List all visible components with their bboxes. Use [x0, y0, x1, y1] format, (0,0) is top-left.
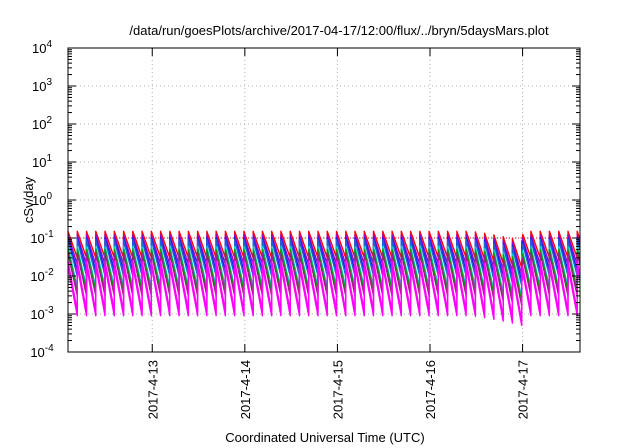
y-tick-label: 102: [32, 115, 52, 132]
x-tick-label: 2017-4-17: [516, 360, 531, 419]
series-line: [68, 265, 580, 327]
series-group: [68, 230, 580, 327]
x-axis: 2017-4-13 2017-4-14 2017-4-15 2017-4-16 2017…: [145, 48, 531, 419]
x-tick-label: 2017-4-13: [145, 360, 160, 419]
y-tick-label: 101: [32, 153, 52, 170]
y-tick-label: 103: [32, 77, 52, 94]
series-line: [68, 248, 580, 302]
y-tick-label: 104: [32, 39, 52, 56]
x-tick-label: 2017-4-16: [423, 360, 438, 419]
x-tick-label: 2017-4-14: [238, 360, 253, 419]
y-tick-label: 10-3: [30, 305, 54, 322]
series-line: [68, 230, 580, 269]
y-tick-label: 10-4: [30, 343, 54, 360]
series-line: [68, 252, 580, 307]
y-tick-label: 100: [32, 191, 52, 208]
y-axis: 10-4 10-3 10-2 10-1 100 101 102 103 104: [30, 39, 580, 360]
y-tick-label: 10-2: [30, 267, 54, 284]
series-line: [68, 234, 580, 275]
x-tick-label: 2017-4-15: [330, 360, 345, 419]
y-axis-label: cSv/day: [21, 176, 36, 223]
series-line: [68, 260, 580, 322]
x-axis-label: Coordinated Universal Time (UTC): [225, 430, 424, 445]
chart-title: /data/run/goesPlots/archive/2017-04-17/1…: [129, 23, 549, 38]
series-line: [68, 239, 580, 287]
y-tick-label: 10-1: [30, 229, 54, 246]
